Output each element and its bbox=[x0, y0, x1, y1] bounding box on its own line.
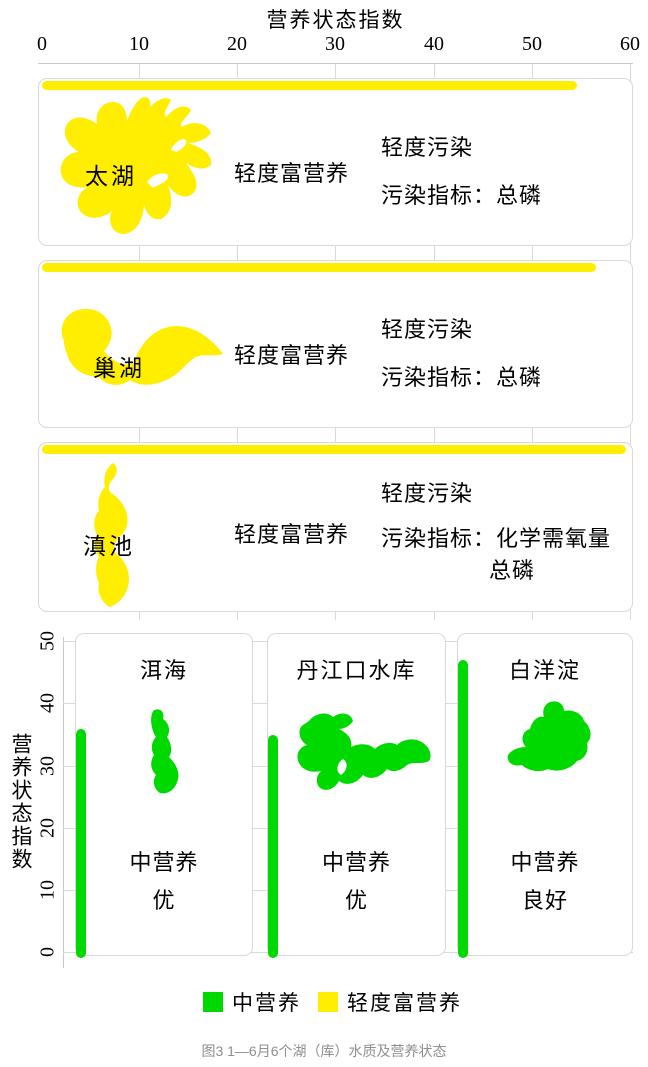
danjiangkou-water-quality: 优 bbox=[344, 888, 368, 913]
x-axis-line bbox=[38, 63, 633, 64]
legend-label: 中营养 bbox=[232, 991, 301, 1015]
dianchi-water-quality: 轻度污染 bbox=[381, 481, 474, 506]
mesotrophic-swatch bbox=[203, 992, 223, 1012]
erhai-lake-shape bbox=[151, 709, 179, 794]
y-tick-label: 0 bbox=[36, 947, 59, 957]
figure-caption: 图3 1—6月6个湖（库）水质及营养状态 bbox=[201, 1043, 447, 1059]
y-axis-title: 营养状态指数 bbox=[9, 733, 33, 871]
danjiangkou-trophic-status: 中营养 bbox=[321, 850, 391, 875]
baiyangdian-lake-shape bbox=[507, 701, 591, 772]
legend-item-mesotrophic: 中营养 bbox=[203, 987, 301, 1017]
y-axis-line bbox=[63, 637, 64, 968]
legend-item-light-eutrophic: 轻度富营养 bbox=[318, 987, 462, 1017]
y-tick-label: 10 bbox=[36, 880, 59, 900]
x-axis-title: 营养状态指数 bbox=[266, 8, 405, 32]
panel-chaohu: 巢湖 轻度富营养 轻度污染 污染指标：总磷 bbox=[38, 260, 633, 428]
x-tick-label: 0 bbox=[37, 33, 47, 55]
baiyangdian-water-quality: 良好 bbox=[521, 888, 568, 913]
x-tick-label: 50 bbox=[522, 33, 542, 55]
x-tick-label: 40 bbox=[424, 33, 444, 55]
legend-label: 轻度富营养 bbox=[347, 991, 462, 1015]
taihu-lake-shape bbox=[60, 97, 212, 235]
y-tick-label: 40 bbox=[36, 693, 59, 713]
panel-taihu: 太湖 轻度富营养 轻度污染 污染指标：总磷 bbox=[38, 78, 633, 246]
dianchi-label: 滇池 bbox=[83, 534, 135, 559]
x-tick-label: 10 bbox=[129, 33, 149, 55]
danjiangkou-label: 丹江口水库 bbox=[296, 658, 417, 683]
x-tick-label: 30 bbox=[325, 33, 345, 55]
erhai-water-quality: 优 bbox=[152, 888, 176, 913]
chaohu-pollution-indicator: 污染指标：总磷 bbox=[381, 365, 543, 390]
x-tick-label: 60 bbox=[620, 33, 640, 55]
chaohu-lake-shape bbox=[61, 308, 224, 385]
erhai-trophic-status: 中营养 bbox=[129, 850, 199, 875]
taihu-pollution-indicator: 污染指标：总磷 bbox=[381, 183, 543, 208]
erhai-label: 洱海 bbox=[139, 658, 188, 683]
dianchi-lake-shape bbox=[94, 463, 129, 607]
dianchi-index-bar bbox=[42, 445, 627, 454]
light-eutrophic-swatch bbox=[318, 992, 338, 1012]
danjiangkou-index-bar bbox=[268, 734, 278, 958]
dianchi-pollution-indicator-2: 总磷 bbox=[489, 558, 536, 583]
panel-danjiangkou: 丹江口水库 中营养 优 bbox=[267, 633, 446, 958]
y-tick-label: 30 bbox=[36, 756, 59, 776]
panel-baiyangdian: 白洋淀 中营养 良好 bbox=[457, 633, 633, 958]
dianchi-trophic-status: 轻度富营养 bbox=[234, 522, 350, 547]
dianchi-pollution-indicator: 污染指标：化学需氧量 bbox=[381, 526, 612, 551]
taihu-water-quality: 轻度污染 bbox=[381, 135, 474, 160]
taihu-trophic-status: 轻度富营养 bbox=[234, 161, 350, 186]
chaohu-trophic-status: 轻度富营养 bbox=[234, 343, 350, 368]
y-tick-label: 50 bbox=[36, 631, 59, 651]
panel-dianchi: 滇池 轻度富营养 轻度污染 污染指标：化学需氧量 总磷 bbox=[38, 442, 633, 612]
baiyangdian-trophic-status: 中营养 bbox=[510, 850, 580, 875]
chaohu-index-bar bbox=[42, 263, 597, 272]
baiyangdian-label: 白洋淀 bbox=[508, 658, 581, 683]
erhai-index-bar bbox=[76, 728, 86, 958]
panel-erhai: 洱海 中营养 优 bbox=[75, 633, 253, 958]
x-tick-label: 20 bbox=[227, 33, 247, 55]
danjiangkou-lake-shape bbox=[297, 713, 431, 790]
y-tick-label: 20 bbox=[36, 818, 59, 838]
taihu-label: 太湖 bbox=[85, 164, 137, 189]
taihu-index-bar bbox=[42, 81, 577, 90]
chaohu-label: 巢湖 bbox=[93, 356, 145, 381]
chaohu-water-quality: 轻度污染 bbox=[381, 317, 474, 342]
baiyangdian-index-bar bbox=[458, 659, 468, 958]
